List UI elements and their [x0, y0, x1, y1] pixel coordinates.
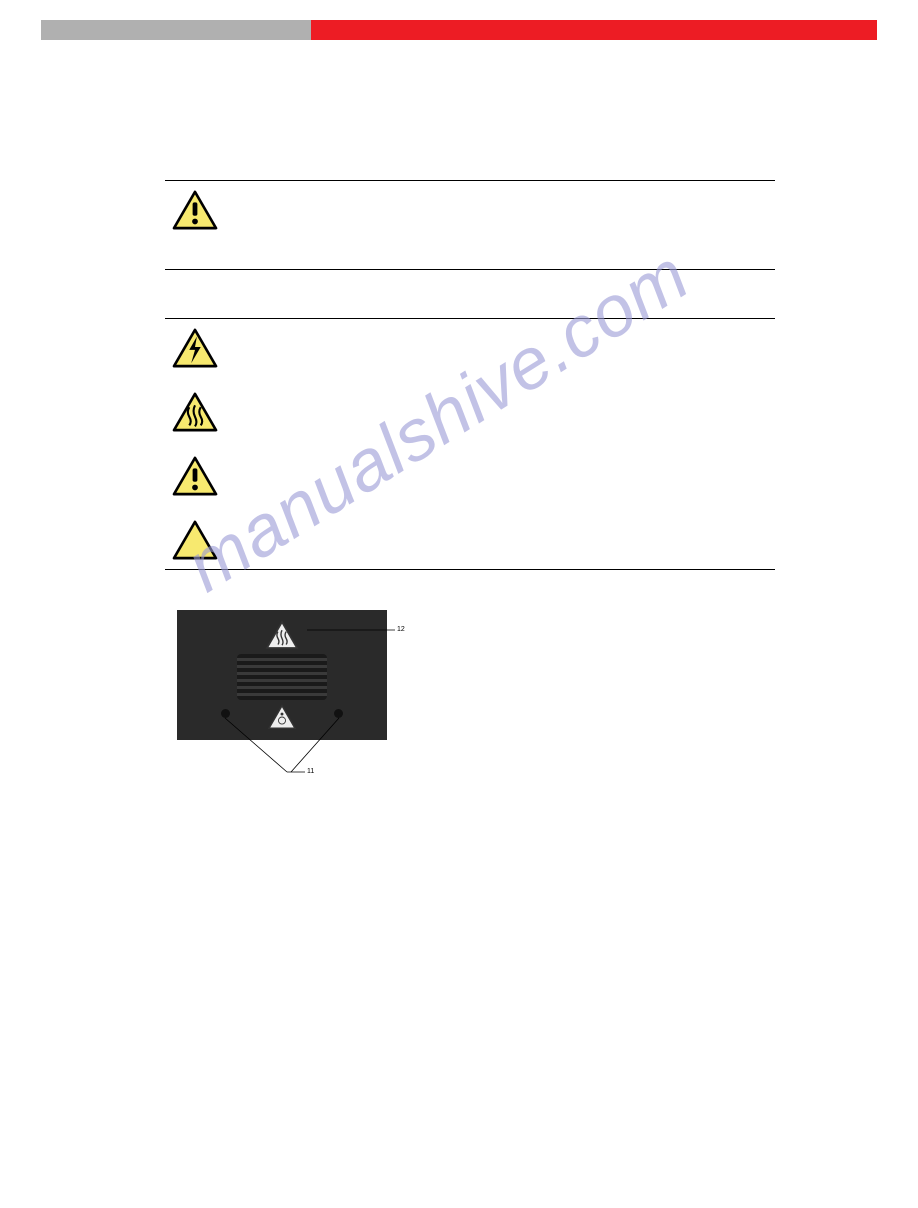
exclamation-warning-icon [171, 455, 219, 497]
blank-triangle-row [165, 511, 775, 569]
vent-grille [237, 654, 327, 700]
exclamation-warning-icon [171, 189, 219, 231]
electric-warning-row [165, 319, 775, 377]
divider-bottom [165, 569, 775, 570]
hot-surface-icon [171, 391, 219, 433]
heat-warning-icon [265, 620, 299, 650]
row-text [235, 327, 775, 331]
photo-screw-right [334, 709, 343, 718]
row-text [235, 189, 775, 193]
electric-shock-icon [171, 327, 219, 369]
photo-screw-left [221, 709, 230, 718]
header-bar [41, 20, 877, 40]
row-text [235, 519, 775, 523]
label-11: 11 [307, 768, 314, 775]
general-warning-row-2 [165, 447, 775, 505]
device-photo [177, 610, 387, 740]
header-red-segment [311, 20, 877, 40]
row-text [235, 455, 775, 459]
blank-triangle-icon [171, 519, 219, 561]
read-manual-icon [267, 704, 297, 730]
hot-surface-warning-row [165, 383, 775, 441]
header-grey-segment [41, 20, 311, 40]
row-text [235, 278, 775, 282]
warning-row-general [165, 181, 775, 239]
label-12: 12 [397, 626, 405, 633]
annotated-photo-area: 12 11 [177, 610, 387, 740]
content-area: 12 11 [165, 180, 775, 740]
blank-row [165, 270, 775, 318]
row-text [235, 391, 775, 395]
